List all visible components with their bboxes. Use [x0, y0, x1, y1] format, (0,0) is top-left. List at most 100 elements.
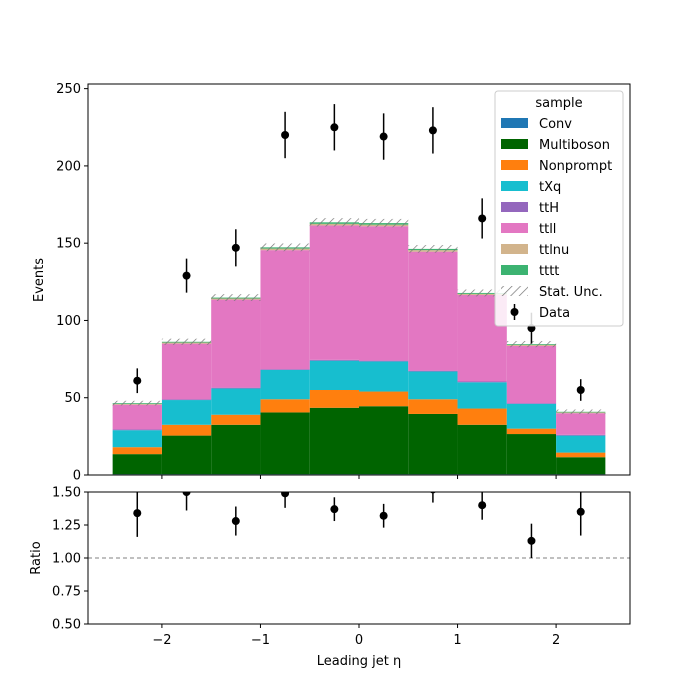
bar-txq-7 [457, 382, 507, 409]
ratio-ytick-label-0: 0.50 [52, 618, 81, 633]
bar-ttll-5 [359, 226, 409, 361]
bar-txq-1 [161, 400, 212, 425]
ratio-point-3 [281, 492, 290, 498]
stat-unc-band-1 [161, 338, 212, 345]
stat-unc-band-2 [211, 294, 261, 301]
legend-swatch-txq [501, 181, 528, 191]
data-point-9 [576, 386, 585, 394]
legend-swatch-nonprompt [501, 160, 528, 170]
bar-tth-5 [359, 360, 409, 362]
ratio-xtick-label-2: 0 [355, 633, 363, 648]
bar-multiboson-1 [161, 435, 212, 475]
stat-unc-band-9 [556, 409, 606, 415]
ratio-points [88, 492, 630, 559]
bar-txq-4 [309, 360, 359, 390]
bar-ttll-4 [309, 225, 359, 360]
bar-nonprompt-0 [112, 447, 162, 455]
main-ytick-label-0: 0 [73, 469, 81, 484]
bar-ttll-9 [556, 413, 606, 435]
bar-multiboson-6 [408, 413, 458, 475]
bar-multiboson-7 [457, 424, 507, 475]
legend-swatch-tth [501, 202, 528, 212]
main-plot: 0 50 100 150 200 250 [56, 82, 631, 484]
bar-tth-1 [161, 399, 212, 401]
legend-label-ttll: ttll [539, 222, 556, 237]
bar-multiboson-3 [260, 412, 310, 475]
bar-ttll-6 [408, 251, 458, 371]
ratio-point-0 [133, 509, 142, 518]
ratio-xtick-label-4: 2 [552, 633, 560, 648]
legend-label-tttt: tttt [539, 264, 559, 279]
legend-label-stat-unc: Stat. Unc. [539, 285, 603, 300]
bar-txq-2 [211, 388, 261, 415]
bar-nonprompt-5 [359, 391, 409, 407]
data-point-5 [379, 132, 388, 141]
bar-nonprompt-1 [161, 424, 212, 436]
data-point-7 [478, 214, 487, 223]
legend-label-tth: ttH [539, 201, 559, 216]
bar-multiboson-5 [359, 406, 409, 475]
bar-tth-4 [309, 359, 359, 361]
ratio-ytick-label-2: 1.00 [52, 552, 81, 567]
ratio-xlabel: Leading jet η [317, 654, 402, 669]
legend-label-multiboson: Multiboson [539, 138, 610, 153]
data-point-1 [182, 271, 191, 280]
legend-swatch-ttlnu [501, 244, 528, 254]
bar-multiboson-8 [506, 434, 557, 475]
bar-txq-0 [112, 430, 162, 448]
stat-unc-band-4 [309, 218, 359, 227]
bar-tth-9 [556, 434, 606, 436]
legend-swatch-stat-unc [501, 286, 528, 296]
stat-unc-band-5 [359, 218, 409, 228]
data-point-4 [330, 123, 339, 132]
ratio-ytick-label-3: 1.25 [52, 519, 81, 534]
legend: sample Conv Multiboson Nonprompt tXq ttH ttll t… [494, 90, 624, 327]
bar-tth-2 [211, 387, 261, 389]
bar-tth-6 [408, 370, 458, 372]
stat-unc-band-6 [408, 245, 458, 253]
data-point-0 [133, 376, 142, 385]
bar-txq-5 [359, 361, 409, 392]
legend-label-data: Data [539, 306, 570, 321]
bar-multiboson-2 [211, 424, 261, 475]
ratio-ylabel: Ratio [29, 541, 44, 574]
bar-ttll-2 [211, 299, 261, 388]
bar-txq-9 [556, 435, 606, 453]
bar-nonprompt-2 [211, 414, 261, 425]
legend-label-ttlnu: ttlnu [539, 243, 569, 258]
bar-tth-8 [506, 403, 557, 404]
bar-ttll-8 [506, 345, 557, 404]
ratio-point-4 [330, 505, 339, 514]
legend-label-conv: Conv [539, 117, 572, 132]
legend-title: sample [535, 96, 582, 111]
main-ytick-label-250: 250 [56, 82, 81, 97]
legend-swatch-data [510, 308, 519, 316]
bar-tth-7 [457, 381, 507, 383]
data-point-6 [428, 126, 437, 135]
bar-txq-8 [506, 403, 557, 429]
main-ytick-label-100: 100 [56, 314, 81, 329]
ratio-point-1 [182, 492, 191, 496]
stat-unc-band-3 [260, 243, 310, 252]
ratio-point-9 [576, 507, 585, 516]
main-ytick-label-50: 50 [64, 391, 81, 406]
legend-label-nonprompt: Nonprompt [539, 159, 612, 174]
stat-unc-band-0 [112, 400, 162, 406]
bar-nonprompt-7 [457, 408, 507, 425]
main-ytick-label-200: 200 [56, 159, 81, 174]
legend-label-txq: tXq [539, 180, 561, 195]
legend-swatch-tttt [501, 265, 528, 275]
bar-multiboson-9 [556, 457, 606, 475]
main-ylabel: Events [32, 258, 47, 302]
ratio-xtick-label-1: −1 [251, 633, 270, 648]
ratio-plot: 0.50 0.75 1.00 1.25 1.50 −2 −1 0 1 2 [52, 486, 631, 648]
stat-unc-band-8 [506, 341, 557, 348]
bar-nonprompt-3 [260, 399, 310, 413]
bar-ttll-3 [260, 250, 310, 370]
ratio-point-8 [527, 536, 536, 545]
ratio-point-5 [379, 511, 388, 520]
stack-bars [112, 218, 606, 475]
bar-ttll-0 [112, 404, 162, 430]
legend-swatch-conv [501, 118, 528, 128]
